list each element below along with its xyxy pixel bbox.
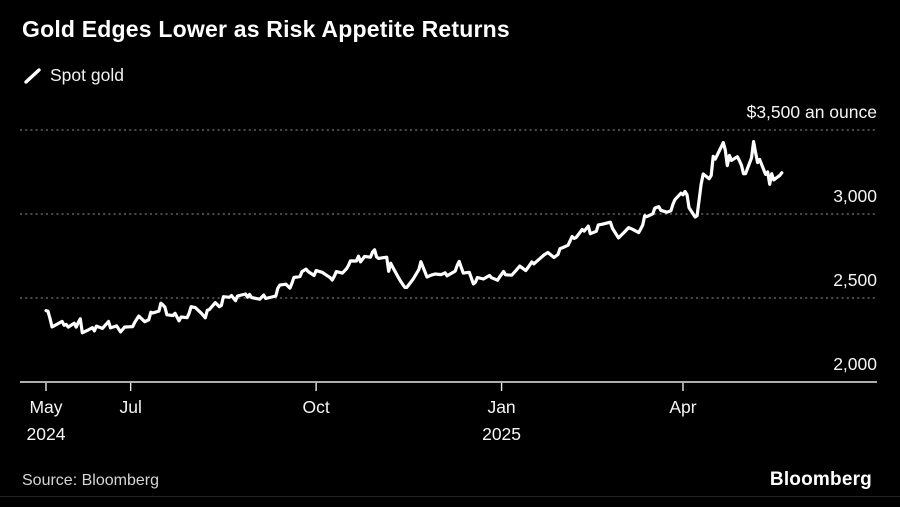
bloomberg-logo: Bloomberg — [769, 469, 872, 490]
x-axis-tick-label: May — [29, 397, 63, 417]
footer-divider — [0, 496, 900, 497]
x-axis-tick-label: Jul — [119, 397, 142, 417]
line-series-marker-icon — [24, 67, 42, 85]
x-axis-year-label: 2025 — [482, 424, 522, 444]
source-attribution: Source: Bloomberg — [22, 472, 159, 489]
y-axis-tick-label: 3,000 — [833, 186, 877, 206]
y-axis-tick-label: $3,500 an ounce — [746, 102, 877, 122]
y-axis-tick-label: 2,500 — [833, 270, 877, 290]
y-axis-tick-label: 2,000 — [833, 354, 877, 374]
spot-gold-line — [44, 140, 784, 335]
x-axis-tick-label: Apr — [669, 397, 697, 417]
x-axis-year-label: 2024 — [26, 424, 66, 444]
legend-label: Spot gold — [50, 65, 124, 85]
x-axis-tick-label: Jan — [487, 397, 516, 417]
legend: Spot gold — [24, 65, 124, 86]
chart-title: Gold Edges Lower as Risk Appetite Return… — [22, 16, 510, 42]
x-axis-tick-label: Oct — [302, 397, 330, 417]
